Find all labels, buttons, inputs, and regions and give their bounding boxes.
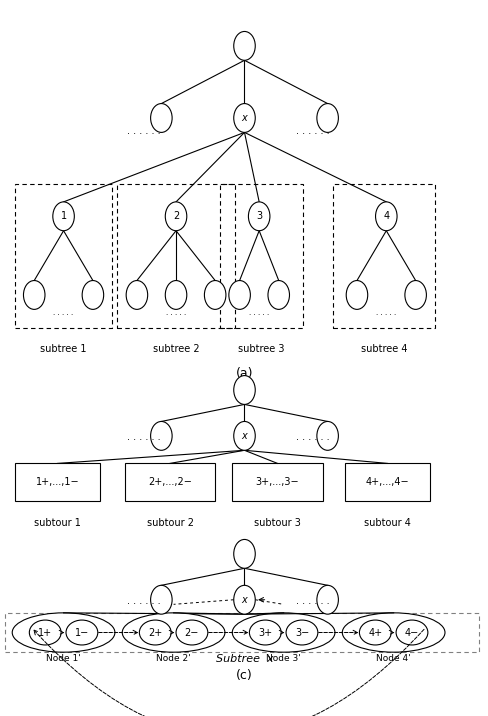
Text: x: x xyxy=(241,431,247,441)
Text: subtour 1: subtour 1 xyxy=(34,518,81,528)
Bar xyxy=(332,183,434,328)
Text: · · · · ·: · · · · · xyxy=(53,311,74,318)
Ellipse shape xyxy=(12,613,115,652)
Text: Subtree  x: Subtree x xyxy=(215,654,273,664)
Text: 2−: 2− xyxy=(184,627,199,637)
Text: · · · · ·: · · · · · xyxy=(375,311,396,318)
Ellipse shape xyxy=(122,613,224,652)
Bar xyxy=(344,463,429,501)
Ellipse shape xyxy=(232,613,334,652)
Text: 2: 2 xyxy=(173,211,179,221)
Text: Node 4': Node 4' xyxy=(376,654,410,663)
Text: · · · · · ·: · · · · · · xyxy=(296,599,329,609)
Circle shape xyxy=(233,539,255,569)
Text: · · · · · ·: · · · · · · xyxy=(296,130,329,140)
Circle shape xyxy=(316,104,338,132)
Text: 3: 3 xyxy=(256,211,262,221)
Text: 2+,...,2−: 2+,...,2− xyxy=(148,478,191,488)
Text: (a): (a) xyxy=(235,367,253,380)
Text: · · · · ·: · · · · · xyxy=(248,311,269,318)
Bar xyxy=(220,183,303,328)
Circle shape xyxy=(228,281,250,309)
Text: · · · · ·: · · · · · xyxy=(165,311,186,318)
Circle shape xyxy=(233,422,255,450)
Text: 3+: 3+ xyxy=(258,627,272,637)
Text: 2+: 2+ xyxy=(148,627,162,637)
Circle shape xyxy=(53,202,74,231)
Text: (b): (b) xyxy=(235,541,253,553)
Circle shape xyxy=(165,281,186,309)
Text: x: x xyxy=(241,595,247,605)
Bar xyxy=(15,183,112,328)
Circle shape xyxy=(233,32,255,60)
Circle shape xyxy=(248,202,269,231)
Bar xyxy=(124,463,215,501)
Bar xyxy=(5,613,478,652)
Text: · · · · · ·: · · · · · · xyxy=(127,130,161,140)
Bar xyxy=(117,183,234,328)
Circle shape xyxy=(316,422,338,450)
Circle shape xyxy=(346,281,367,309)
Circle shape xyxy=(233,585,255,614)
Circle shape xyxy=(404,281,426,309)
Text: 3−: 3− xyxy=(294,627,308,637)
Text: · · · · · ·: · · · · · · xyxy=(127,599,161,609)
Text: subtour 2: subtour 2 xyxy=(146,518,193,528)
Ellipse shape xyxy=(249,620,281,645)
Circle shape xyxy=(233,104,255,132)
Text: x: x xyxy=(241,113,247,123)
Text: 4+,...,4−: 4+,...,4− xyxy=(365,478,408,488)
Circle shape xyxy=(82,281,103,309)
Text: (c): (c) xyxy=(236,669,252,682)
Circle shape xyxy=(165,202,186,231)
Circle shape xyxy=(233,376,255,405)
Text: 4−: 4− xyxy=(404,627,418,637)
Ellipse shape xyxy=(359,620,390,645)
Circle shape xyxy=(23,281,45,309)
Circle shape xyxy=(204,281,225,309)
Ellipse shape xyxy=(395,620,427,645)
Text: subtree 1: subtree 1 xyxy=(40,344,87,354)
Text: Node 3': Node 3' xyxy=(265,654,301,663)
Circle shape xyxy=(316,585,338,614)
Ellipse shape xyxy=(342,613,444,652)
Text: 1+: 1+ xyxy=(38,627,52,637)
Text: subtour 3: subtour 3 xyxy=(254,518,301,528)
Ellipse shape xyxy=(29,620,61,645)
Ellipse shape xyxy=(285,620,317,645)
Circle shape xyxy=(150,104,172,132)
Ellipse shape xyxy=(176,620,207,645)
Text: 4+: 4+ xyxy=(367,627,382,637)
Text: · · · · · ·: · · · · · · xyxy=(296,435,329,445)
Text: 1−: 1− xyxy=(75,627,89,637)
Circle shape xyxy=(150,422,172,450)
Circle shape xyxy=(267,281,289,309)
Text: subtree 2: subtree 2 xyxy=(152,344,199,354)
Circle shape xyxy=(150,585,172,614)
Text: · · · · · ·: · · · · · · xyxy=(127,435,161,445)
Bar xyxy=(232,463,322,501)
Circle shape xyxy=(375,202,396,231)
Text: 1: 1 xyxy=(61,211,66,221)
Text: subtree 4: subtree 4 xyxy=(360,344,407,354)
Ellipse shape xyxy=(139,620,171,645)
Bar xyxy=(15,463,100,501)
Text: subtour 4: subtour 4 xyxy=(364,518,410,528)
Text: subtree 3: subtree 3 xyxy=(238,344,285,354)
Text: Node 1': Node 1' xyxy=(46,654,81,663)
Circle shape xyxy=(126,281,147,309)
Ellipse shape xyxy=(66,620,98,645)
Text: 3+,...,3−: 3+,...,3− xyxy=(255,478,299,488)
Text: 1+,...,1−: 1+,...,1− xyxy=(36,478,79,488)
Text: Node 2': Node 2' xyxy=(156,654,190,663)
Text: 4: 4 xyxy=(383,211,388,221)
